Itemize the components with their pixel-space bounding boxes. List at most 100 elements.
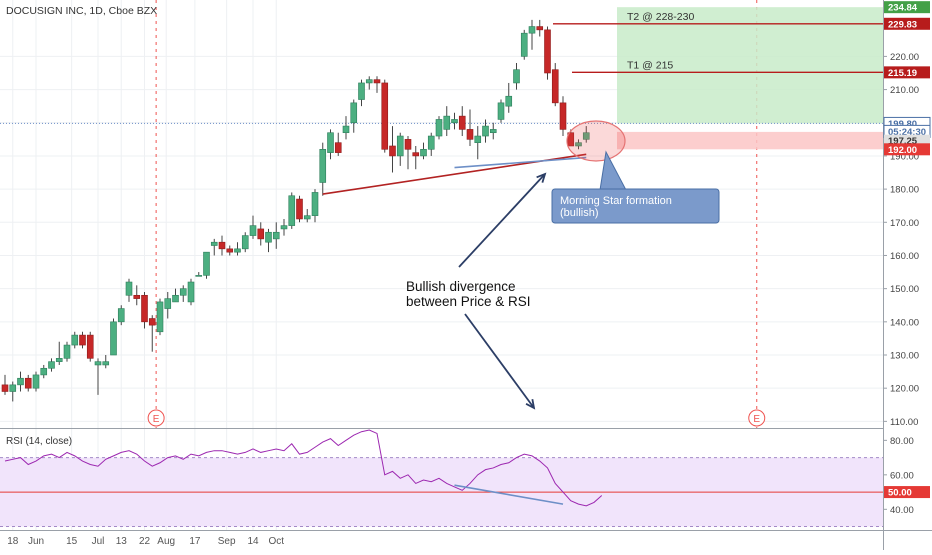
candle (381, 79, 389, 153)
candle (55, 341, 63, 365)
price-tag-label: 05:24:30 (888, 127, 926, 138)
candle-body (373, 79, 381, 84)
candle-body (404, 139, 412, 150)
candle (17, 371, 24, 392)
candle (32, 371, 40, 392)
target-label: T1 @ 215 (627, 59, 673, 71)
candle-body (474, 135, 482, 143)
price-tag-label: 215.19 (888, 68, 917, 79)
price-tag-box (884, 17, 930, 30)
price-tick-label: 150.00 (890, 284, 919, 295)
arrow-shaft (458, 173, 546, 268)
candle (9, 381, 17, 402)
time-tick-label: Jul (92, 536, 105, 547)
candle (1, 374, 9, 395)
rsi-indicator-label: RSI (14, close) (6, 436, 72, 447)
candle (389, 126, 396, 173)
candle-body (342, 125, 350, 134)
candle (575, 139, 582, 150)
candle-body (311, 192, 319, 216)
candle-body (86, 334, 94, 359)
candle-body (451, 119, 458, 124)
price-tag: 234.84 (884, 1, 930, 14)
candle-body (9, 384, 17, 392)
candle-body (24, 377, 32, 389)
candle-body (559, 102, 567, 130)
candle (342, 116, 350, 140)
candle (443, 106, 451, 137)
price-tick-label: 160.00 (890, 251, 919, 262)
target-label: T2 @ 228-230 (627, 11, 694, 23)
candle (86, 331, 94, 362)
time-tick-label: Aug (157, 536, 175, 547)
rsi-line (4, 429, 603, 507)
earnings-marker: E (748, 409, 766, 427)
candle (412, 145, 420, 170)
candle (156, 298, 164, 336)
candle (164, 291, 172, 319)
candle-body (48, 361, 55, 369)
arrow-head (536, 172, 547, 183)
candle (102, 355, 110, 369)
earnings-marker-label: E (153, 414, 160, 425)
time-tick-label: Sep (218, 536, 236, 547)
candle (536, 19, 544, 37)
candle-body (489, 129, 497, 134)
candle (210, 238, 218, 256)
time-tick-label: 22 (139, 536, 151, 547)
candle-body (234, 248, 241, 253)
price-tag: 229.83 (884, 17, 930, 30)
morning-star-callout: Morning Star formation(bullish) (551, 150, 720, 224)
rsi-reference-tag (884, 486, 930, 499)
candle (544, 26, 551, 80)
candle (63, 341, 71, 362)
price-tick-label: 140.00 (890, 317, 919, 328)
candle-body (458, 115, 466, 130)
candle-body (381, 82, 389, 150)
candle-body (575, 142, 582, 147)
price-tick-label: 110.00 (890, 417, 918, 428)
price-tick-label: 130.00 (890, 351, 919, 362)
candle-body (528, 26, 536, 34)
arrow-to-price (458, 172, 547, 268)
candle-body (40, 367, 48, 376)
candle-body (350, 102, 358, 124)
rsi-tick-label: 60.00 (890, 470, 914, 481)
time-tick-label: Jun (28, 536, 44, 547)
candle-body (319, 149, 327, 183)
candle-body (71, 334, 79, 346)
earnings-marker-circle (748, 409, 766, 427)
price-tag-label: 229.83 (888, 19, 917, 30)
candle (187, 278, 195, 306)
price-tick-label: 120.00 (890, 384, 919, 395)
candle (505, 82, 513, 113)
candle-body (420, 149, 427, 157)
earnings-marker: E (147, 409, 165, 427)
candle-body (249, 225, 257, 236)
candle-body (179, 288, 187, 296)
candle-body (567, 132, 575, 147)
candle (427, 132, 435, 156)
candle-body (17, 377, 24, 386)
price-low-line-trendline (454, 156, 587, 169)
candle (567, 129, 575, 147)
candle-body (334, 142, 342, 153)
candle (334, 132, 342, 156)
earnings-marker-label: E (753, 414, 760, 425)
candle (125, 278, 133, 302)
candle (559, 96, 567, 137)
divergence-note: between Price & RSI (406, 294, 531, 309)
candle (48, 358, 55, 372)
price-tick-label: 190.00 (890, 151, 919, 162)
candle (288, 192, 296, 229)
drawings-layer: Morning Star formation(bullish) Bullish d… (147, 120, 766, 505)
candle (458, 106, 466, 137)
candle (249, 215, 257, 239)
divergence-note: Bullish divergence (406, 279, 516, 294)
candle (497, 99, 505, 123)
time-tick-label: 13 (116, 536, 128, 547)
candle (133, 285, 141, 306)
candle-body (497, 102, 505, 120)
